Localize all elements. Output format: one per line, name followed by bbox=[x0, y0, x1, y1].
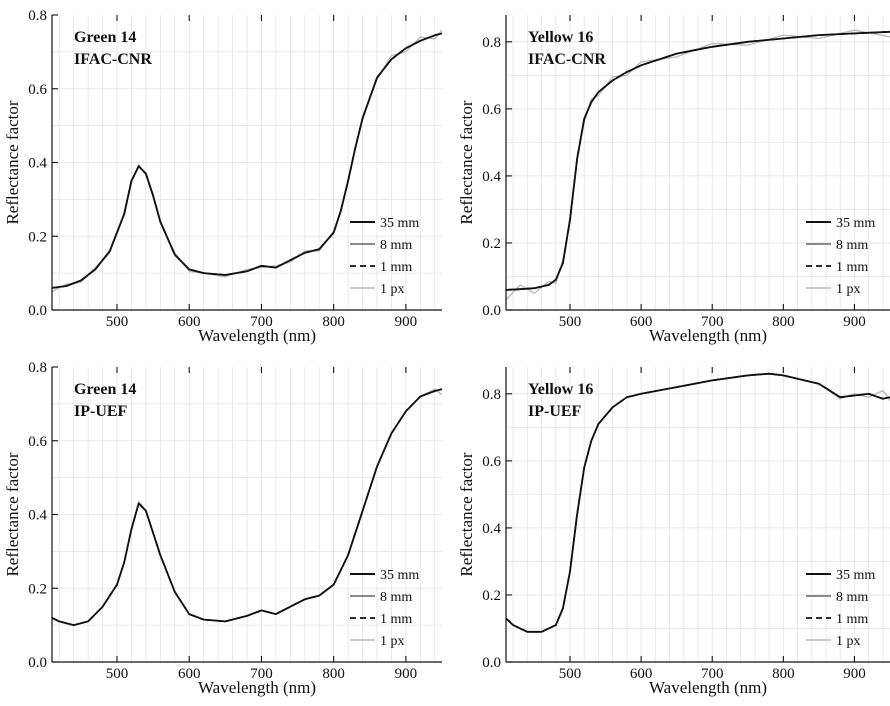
chart-panel-yellow16-ifac: 500 600 700 800 900 0.0 0.2 0.4 0.6 0.8 Wavelength… bbox=[457, 15, 890, 345]
x-tick-label: 800 bbox=[322, 666, 345, 682]
x-tick-label: 500 bbox=[106, 314, 129, 330]
y-tick-label: 0.8 bbox=[482, 35, 501, 51]
x-tick-label: 900 bbox=[843, 666, 866, 682]
y-axis-title: Reflectance factor bbox=[457, 452, 476, 576]
panel-label-line: Green 14 bbox=[74, 29, 136, 46]
legend-label: 1 px bbox=[836, 634, 861, 649]
legend-green14-ifac: 35 mm 8 mm 1 mm 1 px bbox=[350, 216, 419, 297]
y-tick-label: 0.2 bbox=[28, 581, 47, 597]
y-tick-label: 0.8 bbox=[28, 8, 47, 24]
legend-label: 8 mm bbox=[836, 238, 868, 253]
y-tick-label: 0.2 bbox=[28, 229, 47, 245]
y-tick-label: 0.2 bbox=[482, 236, 501, 252]
x-tick-label: 600 bbox=[630, 666, 653, 682]
x-axis-title: Wavelength (nm) bbox=[649, 326, 767, 345]
legend-label: 1 px bbox=[836, 282, 861, 297]
y-tick-label: 0.0 bbox=[28, 655, 47, 671]
y-tick-label: 0.0 bbox=[28, 303, 47, 319]
legend-label: 8 mm bbox=[836, 590, 868, 605]
y-tick-label: 0.6 bbox=[28, 82, 47, 98]
x-tick-label: 800 bbox=[772, 666, 795, 682]
panel-label-line: IFAC-CNR bbox=[528, 51, 606, 68]
panel-label-line: IP-UEF bbox=[74, 403, 128, 420]
y-tick-label: 0.4 bbox=[482, 169, 501, 185]
x-tick-label: 700 bbox=[701, 314, 724, 330]
chart-panel-green14-uef: 500 600 700 800 900 0.0 0.2 0.4 0.6 0.8 Wavelength… bbox=[3, 360, 443, 697]
legend-label: 1 px bbox=[380, 634, 405, 649]
y-tick-label: 0.8 bbox=[28, 360, 47, 376]
x-axis-title: Wavelength (nm) bbox=[198, 678, 316, 697]
y-tick-label: 0.4 bbox=[482, 521, 501, 537]
series-line-1-px-yellow16-ifac bbox=[505, 29, 890, 301]
series-line-1-mm-yellow16-ifac bbox=[505, 31, 890, 291]
series-line-1-mm-green14-uef bbox=[51, 388, 443, 626]
y-tick-label: 0.0 bbox=[482, 303, 501, 319]
y-tick-label: 0.4 bbox=[28, 156, 47, 172]
x-axis-title: Wavelength (nm) bbox=[649, 678, 767, 697]
legend-label: 35 mm bbox=[380, 568, 419, 583]
x-tick-label: 800 bbox=[322, 314, 345, 330]
x-tick-label: 700 bbox=[250, 666, 273, 682]
x-tick-label: 800 bbox=[772, 314, 795, 330]
series-line-1-mm-yellow16-uef bbox=[505, 372, 890, 633]
y-tick-label: 0.2 bbox=[482, 588, 501, 604]
x-tick-label: 600 bbox=[630, 314, 653, 330]
y-tick-label: 0.6 bbox=[482, 102, 501, 118]
x-tick-label: 500 bbox=[106, 666, 129, 682]
x-tick-label: 600 bbox=[178, 666, 201, 682]
legend-green14-uef: 35 mm 8 mm 1 mm 1 px bbox=[350, 568, 419, 649]
legend-label: 1 mm bbox=[836, 260, 868, 275]
legend-label: 35 mm bbox=[836, 568, 875, 583]
x-tick-label: 700 bbox=[701, 666, 724, 682]
chart-panel-green14-ifac: 500 600 700 800 900 0.0 0.2 0.4 0.6 0.8 Wavelength… bbox=[3, 8, 443, 345]
x-tick-label: 500 bbox=[559, 314, 582, 330]
y-tick-label: 0.6 bbox=[482, 454, 501, 470]
legend-yellow16-ifac: 35 mm 8 mm 1 mm 1 px bbox=[806, 216, 875, 297]
panel-label-line: IFAC-CNR bbox=[74, 51, 152, 68]
y-tick-label: 0.4 bbox=[28, 508, 47, 524]
grid-yellow16-uef bbox=[506, 367, 890, 662]
x-axis-title: Wavelength (nm) bbox=[198, 326, 316, 345]
x-tick-label: 500 bbox=[559, 666, 582, 682]
legend-label: 35 mm bbox=[380, 216, 419, 231]
x-tick-label: 700 bbox=[250, 314, 273, 330]
chart-panel-yellow16-uef: 500 600 700 800 900 0.0 0.2 0.4 0.6 0.8 Wavelength… bbox=[457, 367, 890, 697]
grid-green14-ifac bbox=[52, 15, 442, 310]
panel-label-line: IP-UEF bbox=[528, 403, 582, 420]
panel-label-line: Yellow 16 bbox=[528, 29, 593, 46]
legend-label: 8 mm bbox=[380, 238, 412, 253]
y-axis-title: Reflectance factor bbox=[457, 100, 476, 224]
legend-label: 1 mm bbox=[380, 260, 412, 275]
series-line-1-mm-green14-ifac bbox=[51, 32, 443, 289]
y-tick-label: 0.8 bbox=[482, 387, 501, 403]
x-tick-label: 900 bbox=[395, 666, 418, 682]
legend-yellow16-uef: 35 mm 8 mm 1 mm 1 px bbox=[806, 568, 875, 649]
grid-yellow16-ifac bbox=[506, 15, 890, 310]
panel-label-line: Green 14 bbox=[74, 381, 136, 398]
legend-label: 1 px bbox=[380, 282, 405, 297]
y-tick-label: 0.0 bbox=[482, 655, 501, 671]
y-axis-title: Reflectance factor bbox=[3, 452, 22, 576]
legend-label: 1 mm bbox=[836, 612, 868, 627]
legend-label: 1 mm bbox=[380, 612, 412, 627]
y-tick-label: 0.6 bbox=[28, 434, 47, 450]
y-axis-title: Reflectance factor bbox=[3, 100, 22, 224]
legend-label: 35 mm bbox=[836, 216, 875, 231]
panel-label-line: Yellow 16 bbox=[528, 381, 593, 398]
x-tick-label: 900 bbox=[843, 314, 866, 330]
grid-green14-uef bbox=[52, 367, 442, 662]
legend-label: 8 mm bbox=[380, 590, 412, 605]
x-tick-label: 600 bbox=[178, 314, 201, 330]
x-tick-label: 900 bbox=[395, 314, 418, 330]
